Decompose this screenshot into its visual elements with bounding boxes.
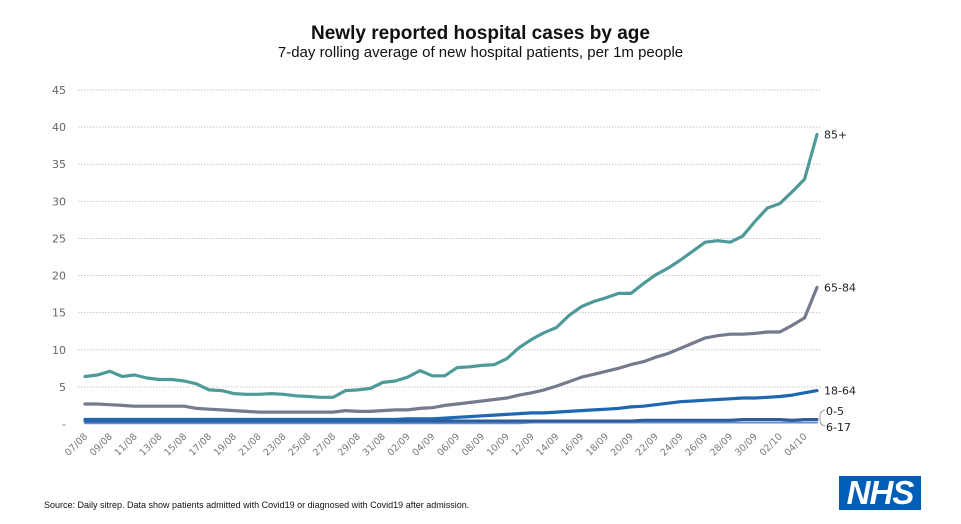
y-tick-label: 5 — [59, 381, 66, 394]
x-tick-label: 12/09 — [510, 431, 537, 458]
x-tick-label: 24/09 — [659, 431, 686, 458]
series-line-65-84 — [83, 285, 819, 414]
y-tick-label: - — [62, 418, 66, 431]
x-tick-label: 08/09 — [460, 431, 487, 458]
x-tick-label: 26/09 — [683, 431, 710, 458]
series-label-65-84: 65-84 — [824, 281, 856, 294]
y-tick-label: 30 — [52, 195, 66, 208]
x-tick-label: 02/09 — [386, 431, 413, 458]
y-tick-label: 40 — [52, 121, 66, 134]
x-tick-label: 28/09 — [708, 431, 735, 458]
x-tick-label: 10/09 — [485, 431, 512, 458]
x-tick-label: 31/08 — [361, 431, 388, 458]
series-label-0-5: 0-5 — [826, 405, 844, 418]
y-tick-label: 10 — [52, 344, 66, 357]
x-tick-label: 09/08 — [88, 431, 115, 458]
x-tick-label: 29/08 — [336, 431, 363, 458]
series-line-18-64 — [83, 389, 819, 422]
chart-title: Newly reported hospital cases by age — [311, 23, 650, 44]
x-tick-label: 30/09 — [733, 431, 760, 458]
x-tick-label: 02/10 — [758, 431, 785, 458]
x-tick-label: 21/08 — [237, 431, 264, 458]
label-bracket — [819, 409, 826, 427]
x-tick-label: 20/09 — [609, 431, 636, 458]
chart-subtitle: 7-day rolling average of new hospital pa… — [277, 44, 684, 61]
x-tick-label: 25/08 — [286, 431, 313, 458]
x-tick-label: 27/08 — [311, 431, 338, 458]
y-tick-label: 45 — [52, 84, 66, 97]
series-lines — [83, 132, 819, 425]
nhs-logo: NHS — [839, 476, 921, 510]
x-tick-label: 06/09 — [435, 431, 462, 458]
y-tick-label: 20 — [52, 270, 66, 283]
series-label-6-17: 6-17 — [826, 421, 851, 434]
y-axis-ticks: - 5 10 15 20 25 30 35 40 45 — [52, 84, 66, 431]
x-tick-label: 13/08 — [137, 431, 164, 458]
x-tick-label: 18/09 — [584, 431, 611, 458]
x-tick-label: 04/09 — [410, 431, 437, 458]
x-tick-label: 04/10 — [783, 431, 810, 458]
series-label-18-64: 18-64 — [824, 385, 856, 398]
x-tick-label: 14/09 — [534, 431, 561, 458]
source-note: Source: Daily sitrep. Data show patients… — [44, 500, 470, 510]
y-tick-label: 25 — [52, 232, 66, 245]
x-tick-label: 15/08 — [162, 431, 189, 458]
y-tick-label: 35 — [52, 158, 66, 171]
x-tick-label: 23/08 — [261, 431, 288, 458]
x-tick-label: 17/08 — [187, 431, 214, 458]
series-line-85+ — [83, 132, 819, 399]
series-line-6-17 — [84, 421, 818, 425]
y-tick-label: 15 — [52, 307, 66, 320]
gridlines — [78, 89, 822, 388]
x-tick-label: 07/08 — [63, 431, 90, 458]
x-tick-label: 22/09 — [634, 431, 661, 458]
x-tick-label: 19/08 — [212, 431, 239, 458]
series-labels: 85+ 65-84 18-64 0-5 6-17 — [819, 129, 856, 434]
x-tick-label: 16/09 — [559, 431, 586, 458]
series-label-85+: 85+ — [824, 129, 847, 142]
x-axis-ticks: 07/0809/0811/0813/0815/0817/0819/0821/08… — [63, 431, 810, 458]
x-tick-label: 11/08 — [113, 431, 140, 458]
